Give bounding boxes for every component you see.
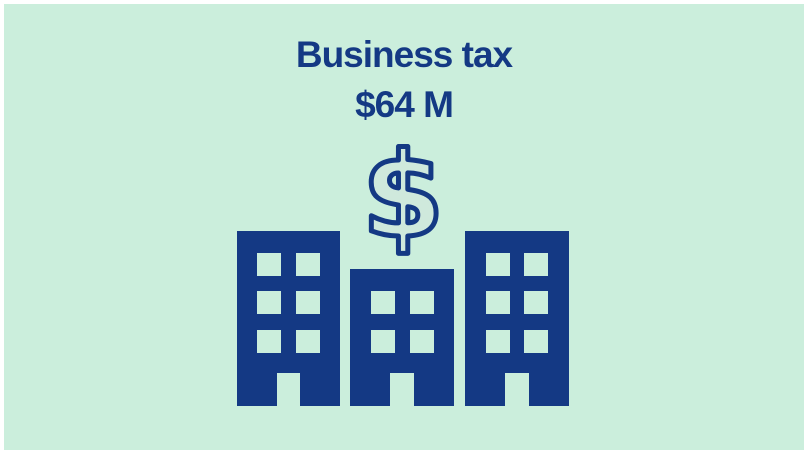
building-middle-icon <box>350 269 454 406</box>
infographic-title: Business tax <box>295 34 513 75</box>
building-right-icon <box>465 231 569 406</box>
dollar-sign-icon: $ <box>359 124 446 267</box>
windows <box>257 253 548 353</box>
svg-text:$: $ <box>362 126 444 264</box>
infographic-amount: $64 M <box>355 84 454 125</box>
building-left-icon <box>237 231 340 406</box>
infographic-panel <box>4 4 804 450</box>
